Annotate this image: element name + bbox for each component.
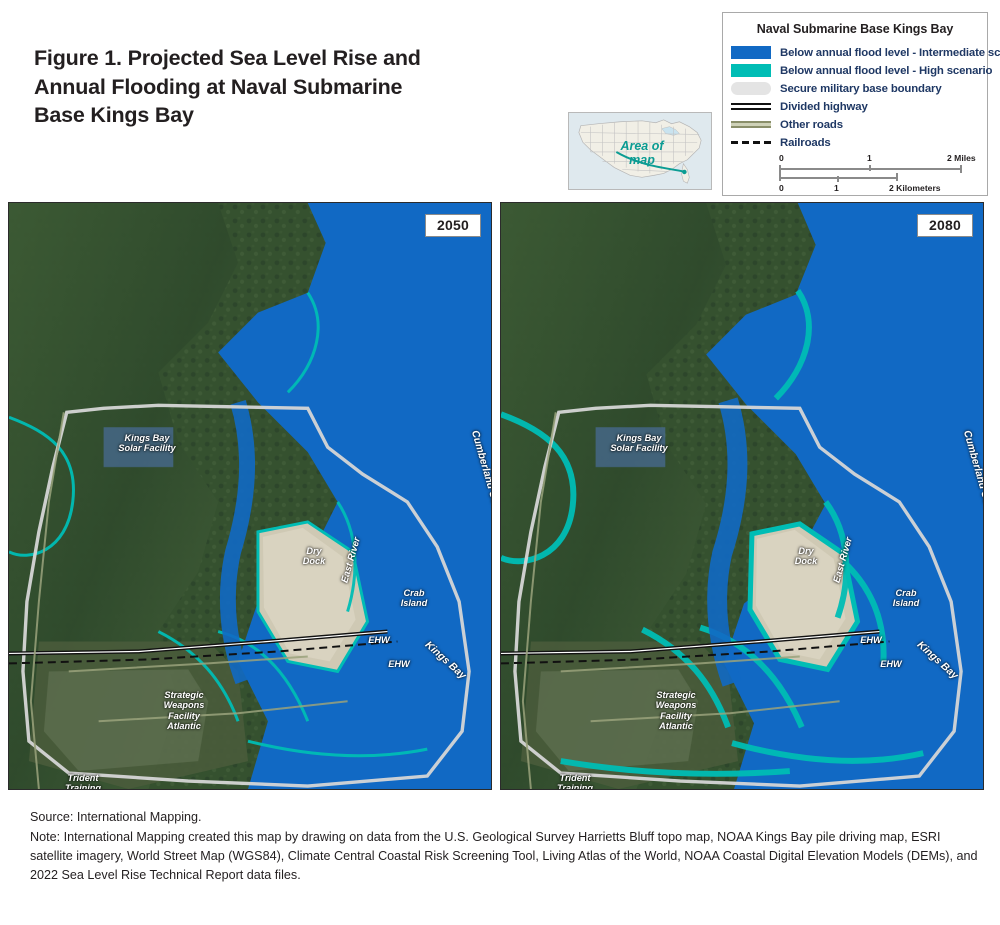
map-imagery-2050 — [9, 203, 491, 789]
legend-label-railroads: Railroads — [780, 136, 831, 149]
map-imagery-2080 — [501, 203, 983, 789]
swatch-railroads-icon — [731, 136, 771, 149]
scale-bar-kilometers: 0 1 2 Kilometers — [779, 173, 979, 195]
map-panel-2050[interactable]: 2050 Kings Bay Solar Facility Dry Dock Eas… — [8, 202, 492, 790]
year-badge-2080: 2080 — [917, 214, 973, 237]
legend-label-intermediate: Below annual flood level - Intermediate … — [780, 46, 1000, 59]
scale-km-tick-2: 2 Kilometers — [889, 183, 941, 193]
footnotes: Source: International Mapping. Note: Int… — [30, 808, 980, 885]
scale-km-tick-0: 0 — [779, 183, 784, 193]
scale-miles-tick-1: 1 — [867, 153, 872, 163]
year-badge-2050: 2050 — [425, 214, 481, 237]
scale-km-tick-1: 1 — [834, 183, 839, 193]
source-text: Source: International Mapping. — [30, 810, 202, 824]
legend-panel: Naval Submarine Base Kings Bay Below ann… — [722, 12, 1000, 196]
scale-bars: 0 1 2 Miles 0 1 2 Kilometers — [779, 153, 979, 195]
scale-miles-tick-2: 2 Miles — [947, 153, 976, 163]
swatch-high-icon — [731, 64, 771, 77]
legend-label-high: Below annual flood level - High scenario — [780, 64, 993, 77]
swatch-divided-highway-icon — [731, 100, 771, 113]
legend-title: Naval Submarine Base Kings Bay — [756, 22, 954, 36]
swatch-base-boundary-icon — [731, 82, 771, 95]
map-panel-2080[interactable]: 2080 Kings Bay Solar Facility Dry Dock Eas… — [500, 202, 984, 790]
legend-item-railroads: Railroads — [731, 134, 987, 151]
page-title: Figure 1. Projected Sea Level Rise and A… — [34, 46, 421, 128]
swatch-other-roads-icon — [731, 118, 771, 131]
swatch-intermediate-icon — [731, 46, 771, 59]
note-text: Note: International Mapping created this… — [30, 829, 978, 882]
locator-inset-map — [568, 112, 712, 190]
legend-item-high-scenario: Below annual flood level - High scenario — [731, 62, 993, 79]
legend-item-other-roads: Other roads — [731, 116, 987, 133]
legend-label-divided-highway: Divided highway — [780, 100, 868, 113]
scale-miles-tick-0: 0 — [779, 153, 784, 163]
legend-item-intermediate-scenario: Below annual flood level - Intermediate … — [731, 44, 1000, 61]
legend-label-other-roads: Other roads — [780, 118, 843, 131]
legend-item-base-boundary: Secure military base boundary — [731, 80, 987, 97]
legend-label-base-boundary: Secure military base boundary — [780, 82, 942, 95]
legend-item-divided-highway: Divided highway — [731, 98, 987, 115]
locator-inset-svg — [569, 113, 711, 189]
scale-bar-miles: 0 1 2 Miles — [779, 153, 979, 173]
